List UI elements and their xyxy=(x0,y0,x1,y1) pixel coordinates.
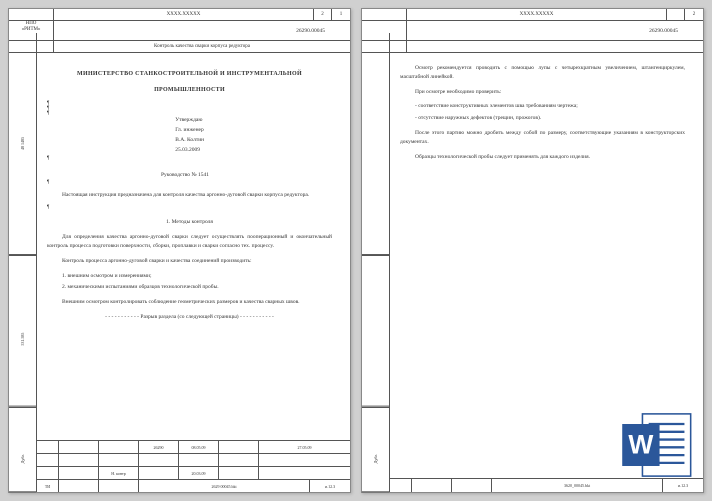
btr1b: 3620_00045.bkt и.12.3 xyxy=(390,479,703,492)
c43 xyxy=(99,480,139,492)
svg-text:W: W xyxy=(628,430,653,460)
pil6: ¶ xyxy=(47,205,332,210)
b1: 1. внешним осмотром и измерениями; xyxy=(62,272,332,281)
btr4: ТИ 2629 00045.bkt и.12.3 xyxy=(37,480,350,492)
p2-3: После этого партию можно дробить между с… xyxy=(400,129,685,147)
p3: Внешним осмотром контролировать соблюден… xyxy=(47,298,332,307)
hdr-n2b: 2 xyxy=(685,9,703,20)
c33: Н. контр xyxy=(99,467,139,479)
side-block-3b: Дубл. xyxy=(362,425,389,492)
side-block-1b xyxy=(362,33,389,255)
doc-number-b: 26290.00045 xyxy=(407,21,703,40)
c25 xyxy=(179,454,219,466)
c23 xyxy=(99,454,139,466)
section-break: - - - - - - - - - - - Разрыв раздела (со… xyxy=(47,313,332,322)
p2-b1: - соответствие конструктивных элементов … xyxy=(415,102,685,111)
content-page2: Осмотр рекомендуется проводить с помощью… xyxy=(392,44,693,437)
hdr-n1: 2 xyxy=(314,9,332,20)
btr3: Н. контр 20.03.09 xyxy=(37,467,350,480)
ministry-title-2: ПРОМЫШЛЕННОСТИ xyxy=(47,86,332,96)
ministry-title-1: МИНИСТЕРСТВО СТАНКОСТРОИТЕЛЬНОЙ И ИНСТРУ… xyxy=(47,70,332,80)
p2-b2: - отсутствие наружных дефектов (трещин, … xyxy=(415,114,685,123)
c41: ТИ xyxy=(37,480,59,492)
cb1 xyxy=(390,479,412,492)
hdr-n2: 1 xyxy=(332,9,350,20)
p2-2: При осмотре необходимо проверить: xyxy=(400,88,685,97)
appr-l1: Утверждаю xyxy=(175,116,332,126)
c17: 27.05.09 xyxy=(259,441,350,453)
c12 xyxy=(59,441,99,453)
doc-number: 26290.00045 xyxy=(54,21,350,40)
c44: 2629 00045.bkt xyxy=(139,480,310,492)
cb3 xyxy=(452,479,492,492)
header-row-1: XXXX.XXXXX 2 1 xyxy=(9,9,350,21)
c32 xyxy=(59,467,99,479)
c27 xyxy=(259,454,350,466)
side-block-2b xyxy=(362,273,389,407)
hdr-code-b: XXXX.XXXXX xyxy=(407,9,667,20)
pil4: ¶ xyxy=(47,156,332,161)
header-row-2b: 26290.00045 xyxy=(362,21,703,41)
cb5: и.12.3 xyxy=(663,479,703,492)
doc-ref: Руководство № 1541 xyxy=(161,171,332,180)
btr2 xyxy=(37,454,350,467)
p2-1: Осмотр рекомендуется проводить с помощью… xyxy=(400,64,685,82)
appr-l4: 25.03.2009 xyxy=(175,146,332,156)
p1: Для определения качества аргонно-дуговой… xyxy=(47,233,332,251)
c14: 26290 xyxy=(139,441,179,453)
side-block-3: Дубл. xyxy=(9,425,36,492)
section1: 1. Методы контроля xyxy=(47,218,332,227)
approve-block: Утверждаю Гл. инженер В.А. Колтин 25.03.… xyxy=(175,116,332,156)
c24 xyxy=(139,454,179,466)
c11 xyxy=(37,441,59,453)
appr-l2: Гл. инженер xyxy=(175,126,332,136)
c26 xyxy=(219,454,259,466)
side-frame-left: 48 1485 531.585 Дубл. xyxy=(9,33,37,492)
header-row-1b: XXXX.XXXXX 2 xyxy=(362,9,703,21)
hdr-org-cell-b xyxy=(362,9,407,20)
hdr-n1b xyxy=(667,9,685,20)
side-s1b xyxy=(362,255,389,273)
side-s2b xyxy=(362,407,389,425)
hdr-code: XXXX.XXXXX xyxy=(54,9,314,20)
c13 xyxy=(99,441,139,453)
org2: «РИТМ» xyxy=(22,27,41,33)
c31 xyxy=(37,467,59,479)
p2: Контроль процесса аргонно-дуговой сварки… xyxy=(47,257,332,266)
pil5: ¶ xyxy=(47,180,332,185)
p2-4: Образцы технологической пробы следует пр… xyxy=(400,153,685,162)
c21 xyxy=(37,454,59,466)
doc-page-1: XXXX.XXXXX 2 1 НПО «РИТМ» 26290.00045 Ко… xyxy=(8,8,351,493)
c37 xyxy=(259,467,350,479)
word-file-icon: W xyxy=(619,410,697,480)
side-block-1: 48 1485 xyxy=(9,33,36,255)
side-s1 xyxy=(9,255,36,273)
intro-para: Настоящая инструкция предназначена для к… xyxy=(47,191,332,200)
cb4: 3620_00045.bkt xyxy=(492,479,663,492)
bottom-table-1: 26290 08.05.09 27.05.09 Н. контр 20.03.0… xyxy=(37,440,350,492)
c15: 08.05.09 xyxy=(179,441,219,453)
header-row-2: НПО «РИТМ» 26290.00045 xyxy=(9,21,350,41)
content-page1: МИНИСТЕРСТВО СТАНКОСТРОИТЕЛЬНОЙ И ИНСТРУ… xyxy=(39,44,340,437)
c22 xyxy=(59,454,99,466)
side-frame-left-2: Дубл. xyxy=(362,33,390,492)
btr1: 26290 08.05.09 27.05.09 xyxy=(37,441,350,454)
hdr-org-cell xyxy=(9,9,54,20)
b2: 2. механическими испытаниями образцов те… xyxy=(62,283,332,292)
doc-page-2: XXXX.XXXXX 2 26290.00045 Дубл. Осмотр ре… xyxy=(361,8,704,493)
bottom-table-2: 3620_00045.bkt и.12.3 xyxy=(390,478,703,492)
c35: 20.03.09 xyxy=(179,467,219,479)
c42 xyxy=(59,480,99,492)
side-block-2: 531.585 xyxy=(9,273,36,407)
c34 xyxy=(139,467,179,479)
c16 xyxy=(219,441,259,453)
cb2 xyxy=(412,479,452,492)
appr-l3: В.А. Колтин xyxy=(175,136,332,146)
side-s2 xyxy=(9,407,36,425)
c45: и.12.3 xyxy=(310,480,350,492)
c36 xyxy=(219,467,259,479)
